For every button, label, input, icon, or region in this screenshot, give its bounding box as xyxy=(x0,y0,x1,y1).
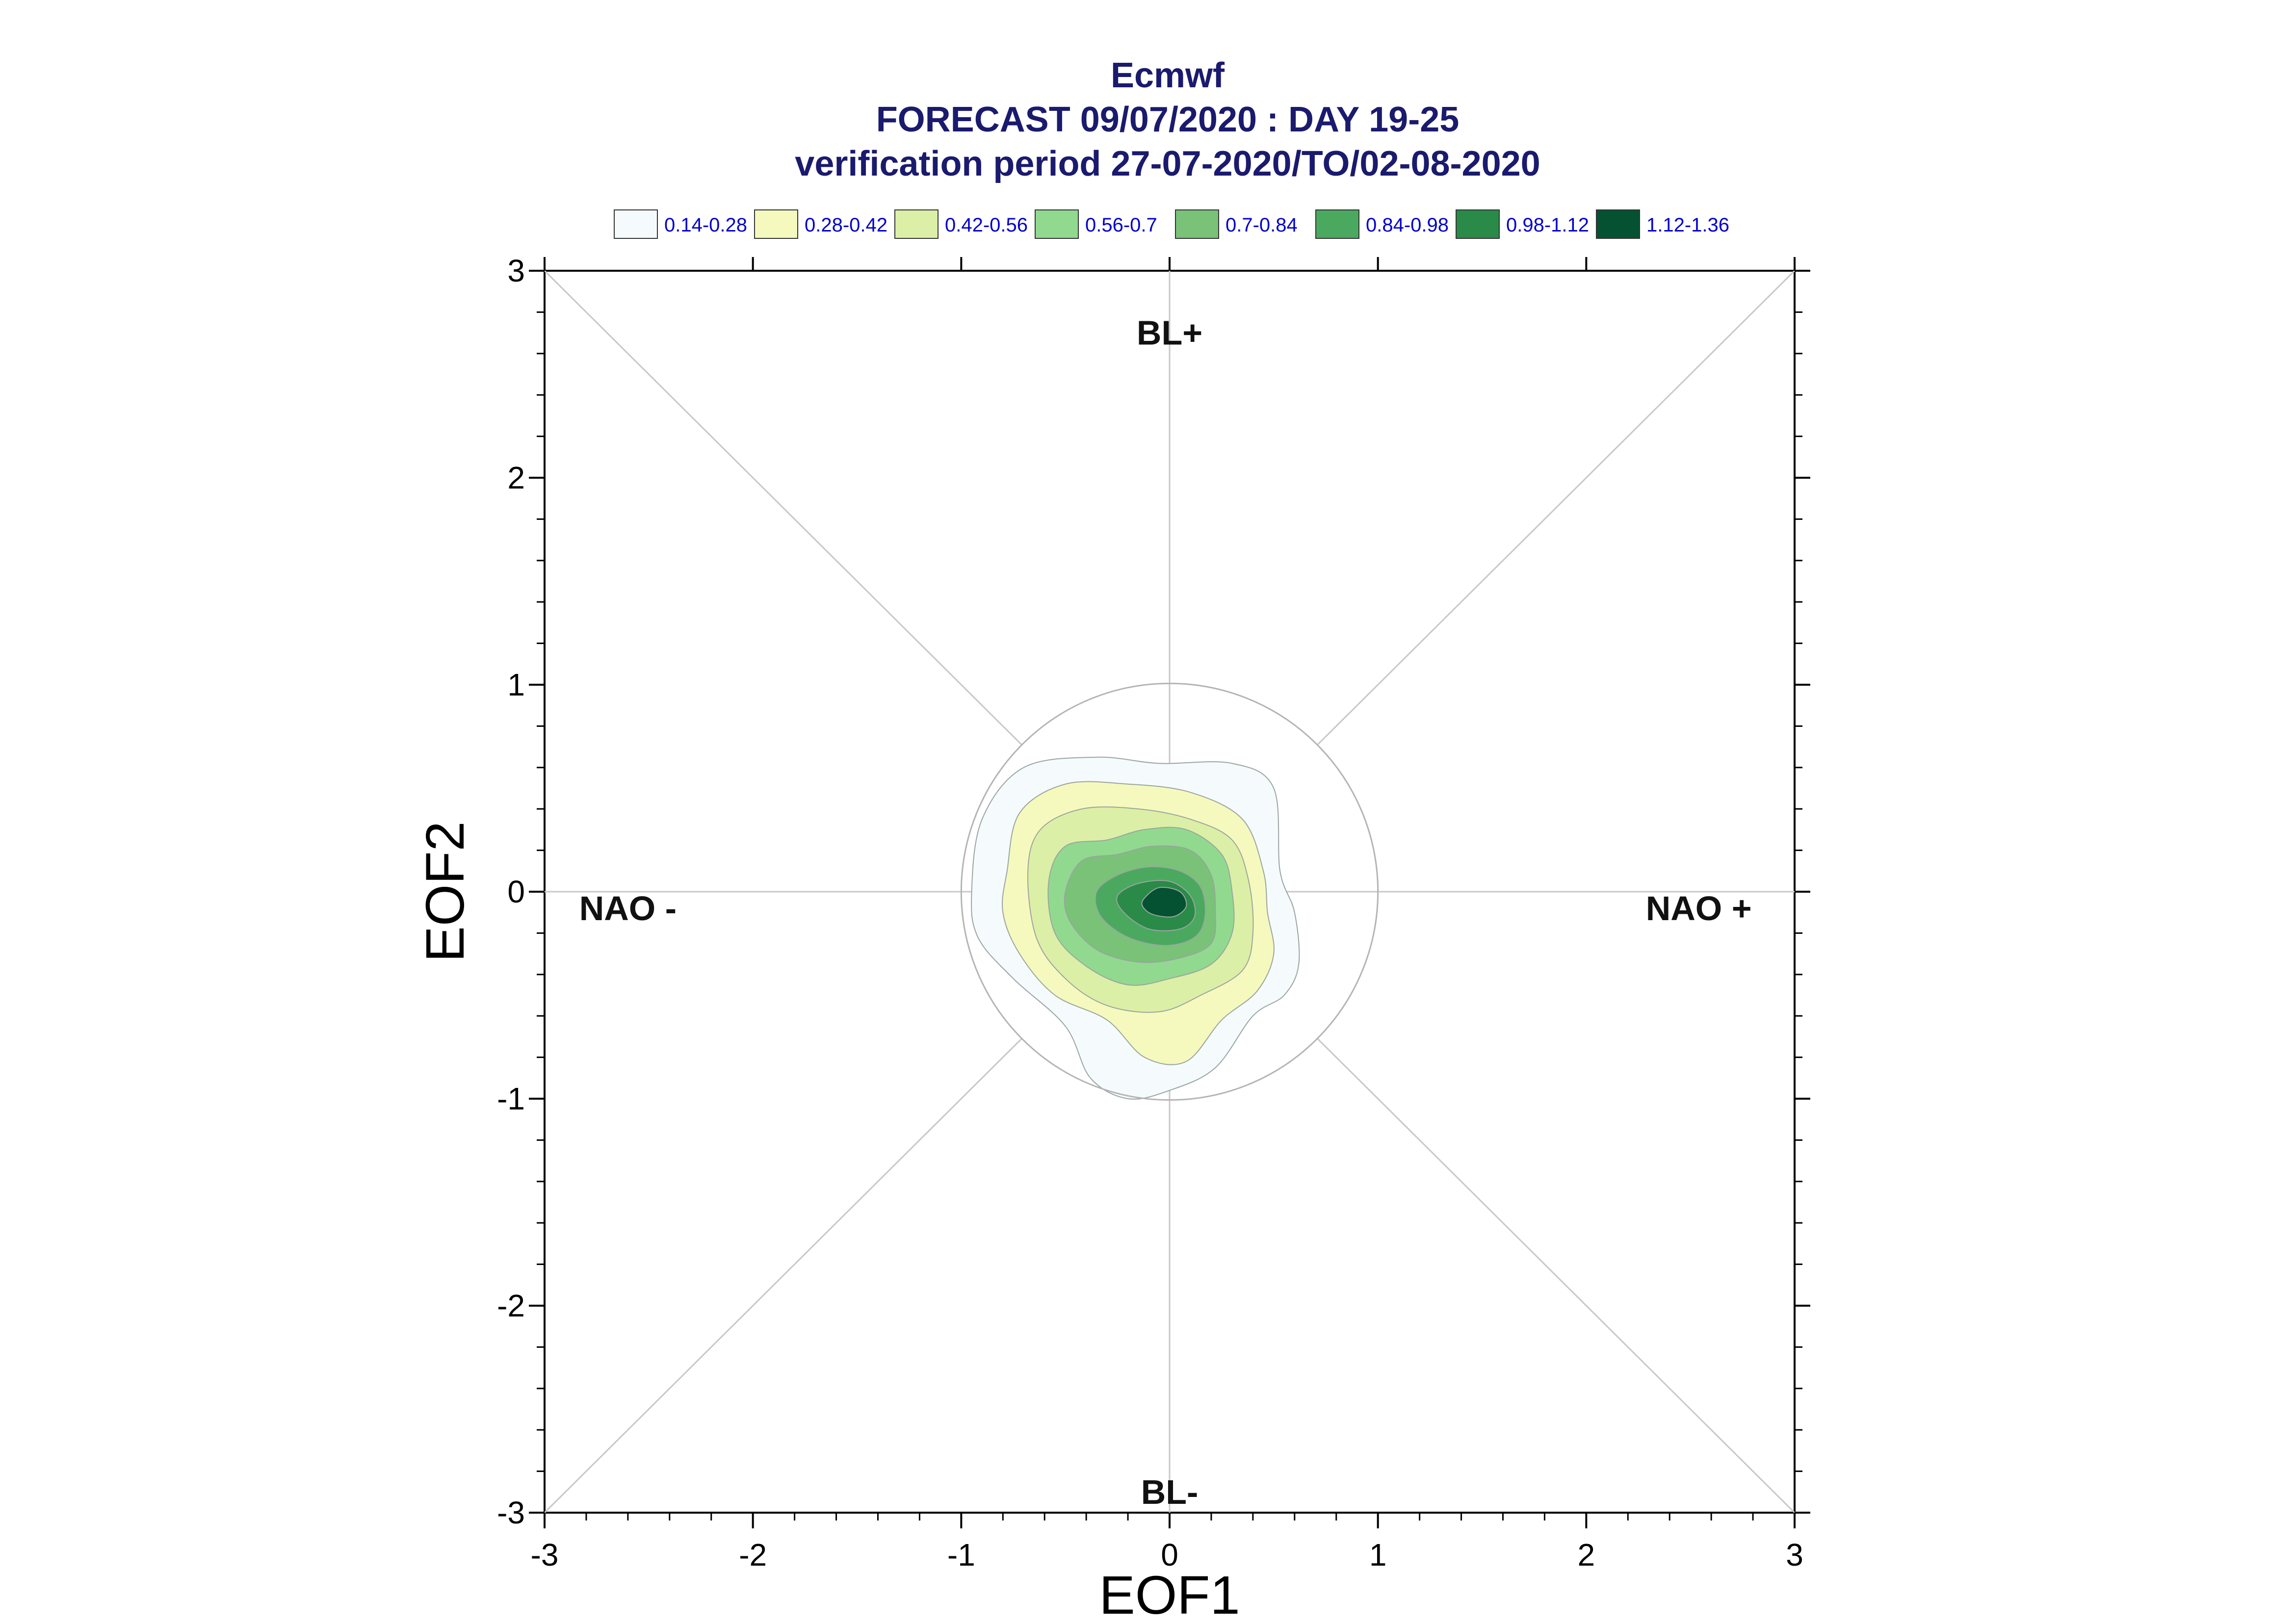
legend-label: 0.7-0.84 xyxy=(1226,214,1298,236)
legend-swatch xyxy=(754,209,798,239)
x-tick-label: -2 xyxy=(739,1537,767,1572)
legend-swatch xyxy=(614,209,658,239)
legend-label: 0.14-0.28 xyxy=(664,214,747,236)
legend: 0.14-0.28 0.28-0.42 0.42-0.56 0.56-0.7 0.7-0… xyxy=(614,209,1729,239)
guide-line xyxy=(544,1037,1023,1514)
chart-subtitle-forecast: FORECAST 09/07/2020 : DAY 19-25 xyxy=(876,100,1460,139)
chart-title-block: Ecmwf FORECAST 09/07/2020 : DAY 19-25 ve… xyxy=(795,56,1540,183)
y-tick-label: -3 xyxy=(497,1495,525,1530)
x-tick-label: -3 xyxy=(531,1537,559,1572)
guide-line xyxy=(1316,1037,1796,1514)
legend-swatch xyxy=(1035,209,1079,239)
chart-subtitle-verification: verification period 27-07-2020/TO/02-08-… xyxy=(795,144,1540,183)
y-axis-ticks: -3 -2 -1 0 1 2 3 xyxy=(497,253,1810,1530)
legend-swatch xyxy=(894,209,939,239)
regime-label: BL+ xyxy=(1137,314,1202,352)
x-axis-ticks: -3 -2 -1 0 1 2 3 xyxy=(531,257,1803,1572)
y-axis-title: EOF2 xyxy=(415,821,475,962)
regime-label: BL- xyxy=(1141,1473,1199,1511)
legend-label: 0.84-0.98 xyxy=(1366,214,1449,236)
x-tick-label: 0 xyxy=(1161,1537,1178,1572)
y-tick-label: -2 xyxy=(497,1288,525,1323)
legend-swatch xyxy=(1596,209,1640,239)
regime-label: NAO + xyxy=(1646,889,1752,928)
y-tick-label: 2 xyxy=(507,460,525,495)
x-axis-title: EOF1 xyxy=(1099,1565,1240,1624)
y-tick-label: 3 xyxy=(507,253,525,288)
legend-label: 0.42-0.56 xyxy=(945,214,1028,236)
legend-label: 0.98-1.12 xyxy=(1506,214,1589,236)
y-tick-label: -1 xyxy=(497,1081,525,1116)
legend-label: 1.12-1.36 xyxy=(1646,214,1729,236)
legend-swatch xyxy=(1456,209,1500,239)
density-contours xyxy=(971,756,1300,1100)
y-tick-label: 1 xyxy=(507,667,525,702)
guide-line xyxy=(1316,270,1796,746)
reference-circle xyxy=(960,682,1379,1101)
legend-swatch xyxy=(1315,209,1359,239)
plot-area: -3 -2 -1 0 1 2 3 -3 -2 -1 0 1 2 3 BL+ BL- NAO - NAO + xyxy=(497,253,1810,1572)
contour-1.12-1.36 xyxy=(1141,887,1187,918)
reference-circle-group xyxy=(960,682,1379,1101)
x-tick-label: -1 xyxy=(947,1537,975,1572)
legend-swatch xyxy=(1175,209,1219,239)
x-tick-label: 1 xyxy=(1369,1537,1387,1572)
guide-line xyxy=(544,270,1023,746)
legend-label: 0.56-0.7 xyxy=(1085,214,1157,236)
chart-title: Ecmwf xyxy=(1111,56,1225,95)
legend-label: 0.28-0.42 xyxy=(805,214,887,236)
x-tick-label: 3 xyxy=(1786,1537,1803,1572)
regime-label: NAO - xyxy=(579,889,677,928)
regime-labels: BL+ BL- NAO - NAO + xyxy=(579,314,1752,1511)
y-tick-label: 0 xyxy=(507,874,525,909)
x-tick-label: 2 xyxy=(1578,1537,1595,1572)
